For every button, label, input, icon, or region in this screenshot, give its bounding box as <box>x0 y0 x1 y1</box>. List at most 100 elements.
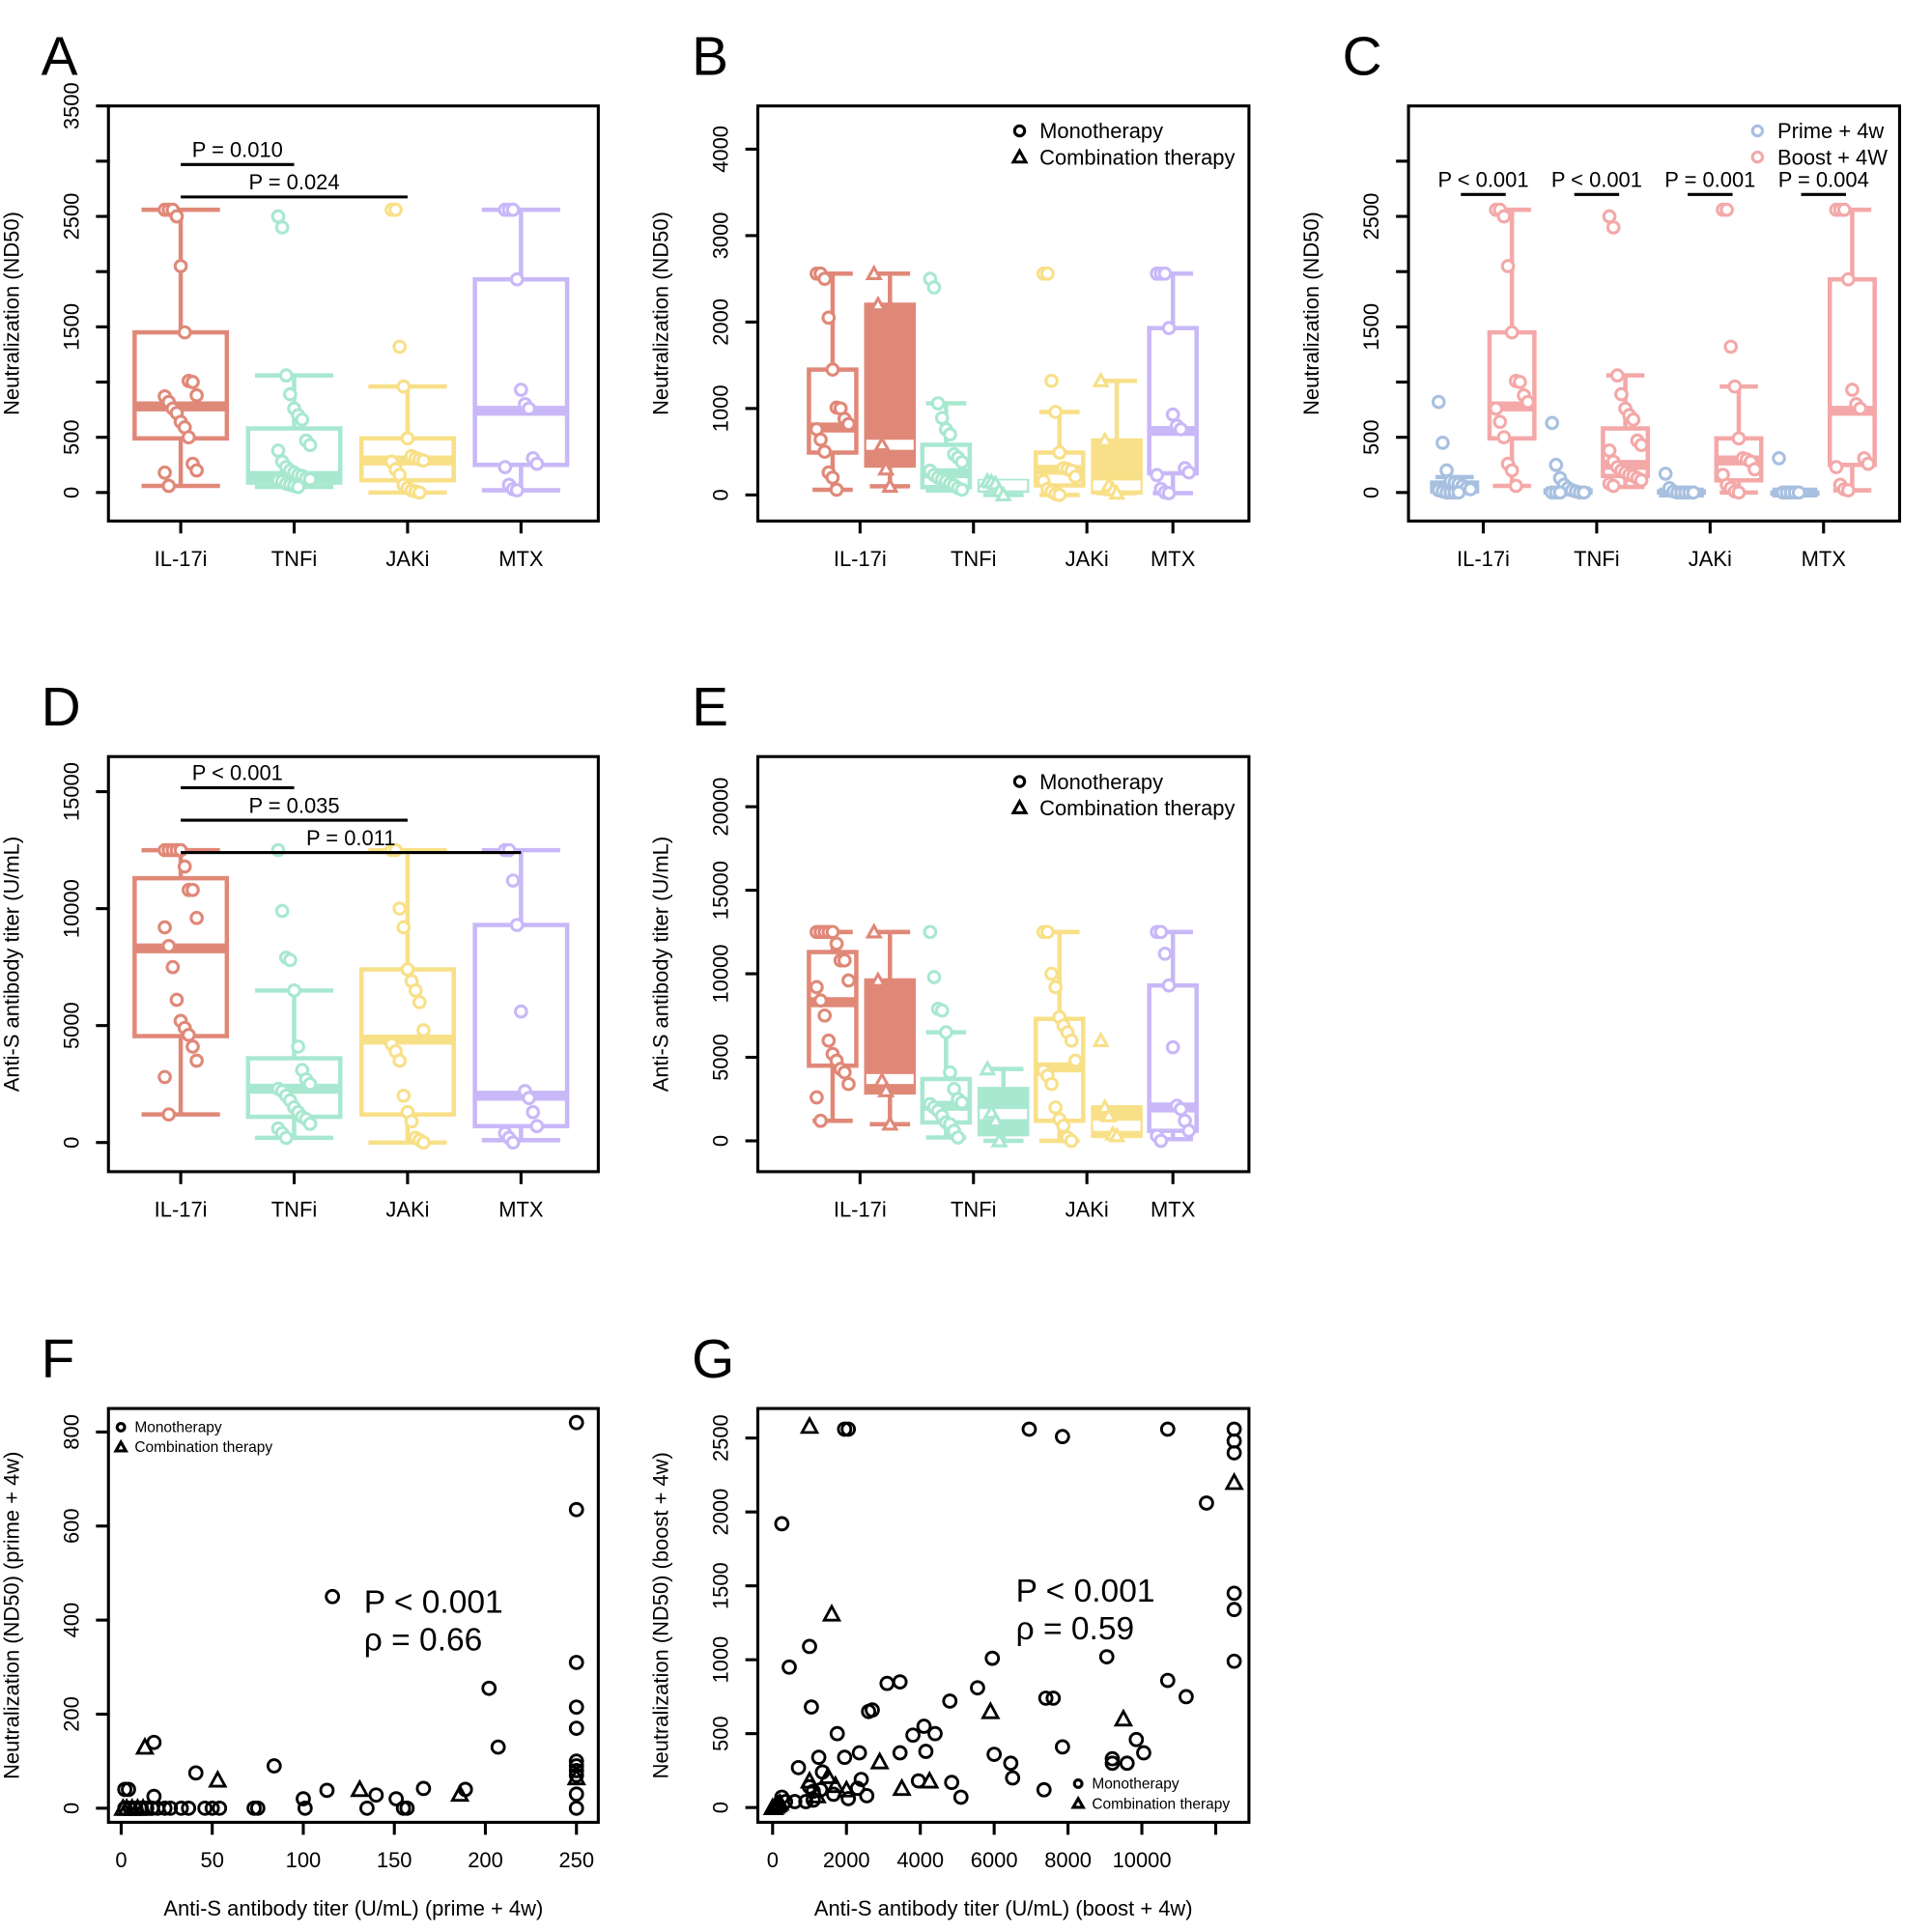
x-tick-label: TNFi <box>271 547 317 571</box>
data-point <box>1552 485 1568 500</box>
box-IL-17i-Combination therapy <box>864 264 917 494</box>
data-point <box>1520 394 1536 410</box>
y-tick-label: 10000 <box>709 945 733 1004</box>
data-point <box>132 1798 154 1816</box>
series-monotherapy <box>117 1414 584 1816</box>
data-point <box>568 1786 584 1803</box>
y-axis: 0 5000 10000 15000 Anti-S antibody titer (U/… <box>0 762 109 1149</box>
x-tick-label: IL-17i <box>155 547 208 571</box>
data-point <box>169 209 185 224</box>
data-point <box>400 962 415 977</box>
data-point <box>408 982 423 998</box>
legend-label: Boost + 4W <box>1777 145 1888 169</box>
legend-circle-icon <box>1072 1778 1084 1789</box>
data-point <box>1605 220 1621 235</box>
data-point <box>892 1777 912 1797</box>
data-point <box>568 1720 584 1736</box>
y-tick-label: 1500 <box>1359 303 1383 351</box>
data-point <box>287 982 301 998</box>
data-point <box>156 1800 173 1816</box>
box-TNFi-Combination therapy <box>977 1059 1030 1148</box>
panel-F: F 0 200 400 600 800 Neutralization (ND50) (pri… <box>0 1329 600 1920</box>
data-point <box>821 1033 837 1048</box>
data-point <box>1128 1731 1145 1747</box>
data-point <box>566 1767 586 1786</box>
y-tick-label: 2000 <box>709 1489 733 1536</box>
data-point <box>416 1135 431 1151</box>
data-point <box>568 1501 584 1518</box>
data-point <box>396 379 412 394</box>
data-point <box>821 310 837 326</box>
data-point <box>807 1785 827 1804</box>
data-point <box>189 463 204 478</box>
data-point <box>1605 478 1621 494</box>
data-point <box>295 412 310 427</box>
data-point <box>813 1113 828 1128</box>
data-point <box>302 471 318 487</box>
data-point <box>1161 486 1177 500</box>
box-MTX <box>472 842 570 1151</box>
y-axis-label: Neutralization (ND50) (boost + 4w) <box>649 1452 673 1778</box>
data-point <box>396 920 412 935</box>
data-point <box>296 1791 311 1806</box>
p-value-label: P = 0.010 <box>192 138 283 162</box>
data-point <box>1504 325 1520 340</box>
data-point <box>1658 467 1673 481</box>
data-point <box>930 396 946 411</box>
data-point <box>1548 457 1564 472</box>
data-point <box>986 1747 1003 1762</box>
data-point <box>157 1069 172 1085</box>
legend-label: Combination therapy <box>1039 145 1235 169</box>
box-TNFi-Combination therapy <box>977 471 1030 502</box>
y-axis: 0 5000 10000 15000 20000 Anti-S antibody tite… <box>649 778 758 1147</box>
p-value-label: P < 0.001 <box>1437 168 1528 192</box>
data-point <box>986 1111 1005 1127</box>
data-point <box>892 1674 908 1690</box>
y-tick-label: 0 <box>709 489 733 500</box>
x-tick-label: 150 <box>377 1848 412 1872</box>
box-JAKi-Monotherapy <box>1034 924 1086 1149</box>
box-MTX <box>472 202 570 497</box>
p-value-label: P = 0.011 <box>306 826 395 850</box>
data-point <box>837 1065 852 1080</box>
y-axis-label: Neutralization (ND50) <box>649 212 673 415</box>
data-point <box>774 1516 790 1532</box>
data-point <box>388 1791 404 1806</box>
data-point <box>392 1053 408 1068</box>
data-point <box>810 1749 827 1766</box>
data-point <box>522 401 536 416</box>
box-JAKi <box>358 842 456 1151</box>
data-point <box>1181 465 1197 480</box>
data-point <box>1829 460 1844 474</box>
data-point <box>1492 414 1508 430</box>
data-point <box>529 1119 545 1134</box>
data-point <box>249 1800 266 1816</box>
data-point <box>980 1700 1001 1719</box>
x-axis: IL-17i TNFi JAKi MTX <box>834 1171 1196 1221</box>
plot-frame <box>755 104 1251 523</box>
y-axis-label: Anti-S antibody titer (U/mL) <box>649 837 673 1092</box>
y-tick-label: 0 <box>59 487 83 498</box>
y-tick-label: 500 <box>709 1716 733 1751</box>
legend: Monotherapy Combination therapy <box>1070 1776 1230 1812</box>
panel-A: A 0 500 1500 2500 3500 Neutralization (ND50) IL… <box>0 26 600 571</box>
box-IL-17i <box>132 202 230 494</box>
data-point <box>1602 443 1617 458</box>
x-tick-label: 4000 <box>896 1848 944 1872</box>
data-point <box>1224 1471 1244 1491</box>
data-point <box>568 1763 584 1778</box>
data-point <box>1840 271 1856 287</box>
x-tick-label: MTX <box>1151 1197 1196 1221</box>
data-point <box>881 476 899 494</box>
data-point <box>865 923 883 939</box>
y-tick-label: 3000 <box>709 213 733 260</box>
legend-label: Monotherapy <box>1039 119 1163 143</box>
data-point <box>762 1797 782 1816</box>
data-point <box>837 1779 857 1798</box>
data-point <box>165 959 181 975</box>
data-point <box>1731 431 1747 446</box>
data-point <box>837 1749 853 1766</box>
box-JAKi-Combination therapy <box>1091 371 1143 500</box>
data-point <box>177 325 192 340</box>
data-point <box>943 1065 957 1080</box>
